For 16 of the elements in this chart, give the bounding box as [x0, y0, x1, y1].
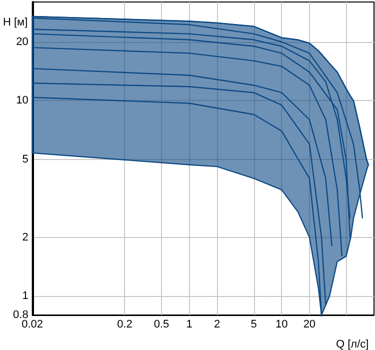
x-tick-label: 0.02: [22, 318, 44, 330]
y-tick-label: 20: [16, 36, 28, 48]
x-tick-label: 2: [214, 318, 220, 330]
x-tick-label: 1: [186, 318, 192, 330]
x-tick-label: 5: [250, 318, 257, 330]
x-tick-label: 10: [276, 318, 288, 330]
y-tick-label: 0.8: [13, 309, 28, 321]
y-axis-title: H [м]: [2, 16, 28, 28]
x-tick-label: 0.2: [117, 318, 132, 330]
x-tick-label: 0.5: [154, 318, 170, 330]
x-axis-title: Q [л/с]: [336, 338, 369, 350]
y-tick-label: 2: [22, 231, 28, 244]
y-tick-label: 5: [22, 154, 28, 166]
y-tick-label: 10: [16, 94, 28, 107]
x-tick-label: 20: [303, 318, 316, 330]
y-tick-label: 1: [22, 290, 28, 302]
